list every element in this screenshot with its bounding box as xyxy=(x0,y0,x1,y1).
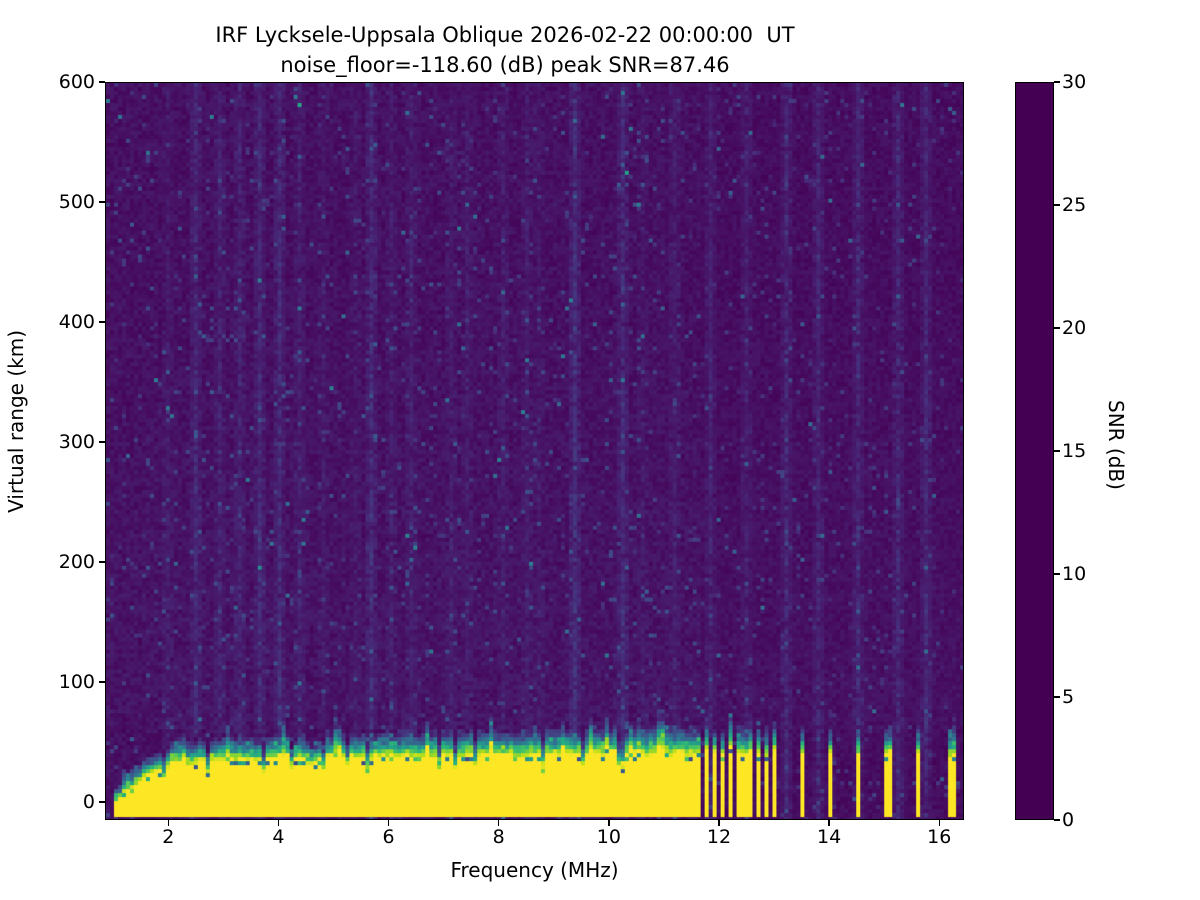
colorbar-tick-label: 5 xyxy=(1062,686,1075,708)
x-tick-mark xyxy=(828,820,830,826)
colorbar-tick-mark xyxy=(1054,573,1060,575)
colorbar-tick-mark xyxy=(1054,327,1060,329)
x-tick-label: 14 xyxy=(816,826,842,848)
y-tick-label: 300 xyxy=(58,431,95,453)
colorbar-gradient xyxy=(1016,83,1053,819)
y-tick-mark xyxy=(99,81,105,83)
colorbar-tick-mark xyxy=(1054,696,1060,698)
x-tick-mark xyxy=(938,820,940,826)
colorbar-tick-mark xyxy=(1054,450,1060,452)
y-tick-label: 600 xyxy=(58,71,95,93)
y-tick-mark xyxy=(99,441,105,443)
x-tick-label: 8 xyxy=(492,826,505,848)
colorbar-tick-label: 10 xyxy=(1062,563,1087,585)
x-tick-label: 12 xyxy=(706,826,732,848)
x-tick-label: 16 xyxy=(927,826,952,848)
colorbar-label: SNR (dB) xyxy=(1104,400,1128,490)
figure-title-line1: IRF Lycksele-Uppsala Oblique 2026-02-22 … xyxy=(215,23,795,47)
y-tick-label: 500 xyxy=(58,191,95,213)
x-axis-label: Frequency (MHz) xyxy=(450,858,619,882)
x-tick-mark xyxy=(167,820,169,826)
x-tick-mark xyxy=(498,820,500,826)
y-tick-label: 100 xyxy=(58,671,95,693)
y-tick-mark xyxy=(99,561,105,563)
x-tick-mark xyxy=(608,820,610,826)
ionogram-heatmap-canvas xyxy=(106,83,963,819)
colorbar-tick-label: 20 xyxy=(1062,317,1087,339)
y-tick-mark xyxy=(99,801,105,803)
x-tick-mark xyxy=(718,820,720,826)
colorbar-tick-label: 0 xyxy=(1062,809,1075,831)
x-tick-mark xyxy=(277,820,280,826)
x-tick-label: 2 xyxy=(162,826,175,848)
colorbar-tick-label: 25 xyxy=(1062,194,1087,216)
colorbar-tick-label: 30 xyxy=(1062,71,1087,93)
y-tick-label: 400 xyxy=(58,311,95,333)
y-tick-mark xyxy=(99,321,105,323)
x-tick-label: 4 xyxy=(272,826,285,848)
colorbar-tick-mark xyxy=(1054,819,1060,821)
y-tick-label: 0 xyxy=(82,791,95,813)
x-tick-label: 10 xyxy=(596,826,621,848)
figure-title-line2: noise_floor=-118.60 (dB) peak SNR=87.46 xyxy=(280,53,730,77)
colorbar-tick-mark xyxy=(1054,204,1060,206)
x-tick-label: 6 xyxy=(382,826,395,848)
colorbar xyxy=(1015,82,1054,820)
y-axis-label: Virtual range (km) xyxy=(4,330,28,513)
y-tick-mark xyxy=(99,681,105,683)
heatmap-plot-area xyxy=(105,82,964,820)
y-tick-label: 200 xyxy=(58,551,95,573)
x-tick-mark xyxy=(387,820,390,826)
colorbar-tick-label: 15 xyxy=(1062,440,1087,462)
y-tick-mark xyxy=(99,201,105,203)
colorbar-tick-mark xyxy=(1054,81,1060,83)
